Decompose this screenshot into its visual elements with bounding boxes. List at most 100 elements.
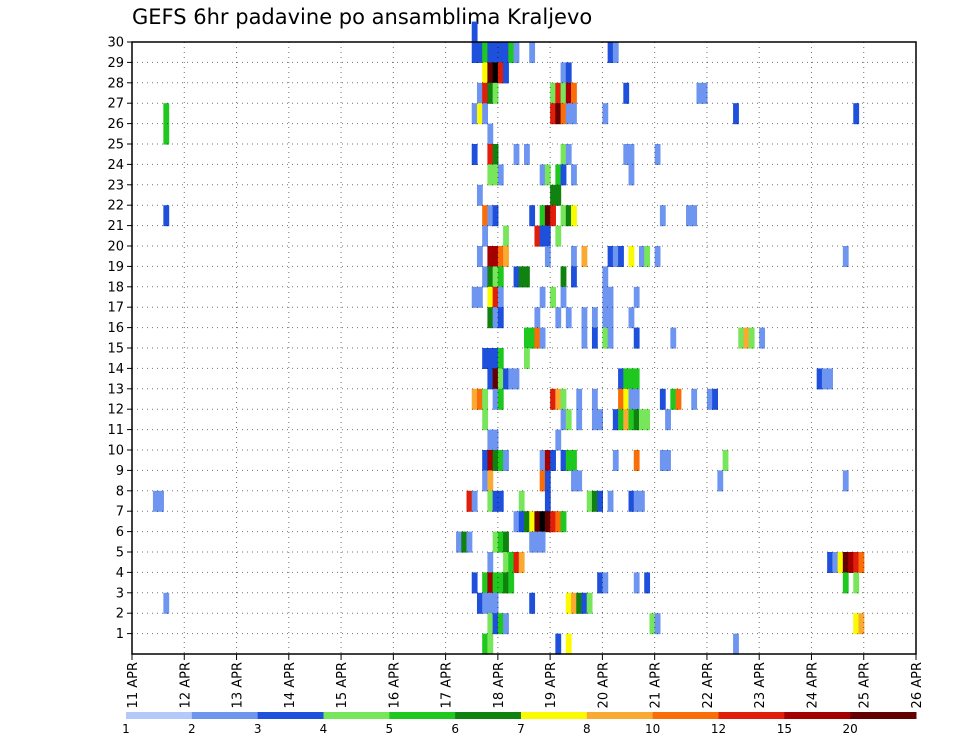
heatmap-cell (529, 205, 536, 227)
x-tick-label: 19 APR (544, 662, 559, 708)
heatmap-cell (503, 368, 509, 390)
heatmap-cell (482, 82, 489, 104)
heatmap-cell (607, 42, 614, 63)
heatmap-cell (623, 388, 630, 410)
x-tick-label: 15 APR (335, 662, 350, 708)
y-tick-label: 17 (107, 301, 124, 316)
heatmap-cell (555, 164, 562, 186)
heatmap-cell (560, 450, 567, 471)
y-tick-label: 18 (107, 280, 124, 295)
x-tick-label: 22 APR (701, 662, 716, 708)
heatmap-cell (628, 144, 635, 165)
heatmap-cell (550, 450, 556, 471)
heatmap-cell (623, 82, 630, 104)
heatmap-cell (529, 592, 536, 614)
heatmap-cell (560, 266, 567, 288)
heatmap-cell (471, 103, 478, 125)
heatmap-cell (466, 531, 473, 553)
heatmap-cell (163, 123, 170, 145)
heatmap-cell (508, 368, 515, 390)
heatmap-cell (612, 450, 619, 471)
heatmap-cell (638, 246, 645, 267)
heatmap-cell (618, 368, 624, 390)
heatmap-cell (628, 409, 635, 431)
heatmap-cell (471, 490, 478, 512)
heatmap-cell (497, 62, 504, 84)
heatmap-cell (560, 205, 567, 227)
heatmap-cell (633, 388, 640, 410)
heatmap-cell (476, 246, 483, 267)
heatmap-cell (482, 592, 489, 614)
heatmap-cell (759, 327, 766, 349)
heatmap-cell (492, 450, 499, 471)
heatmap-cell (581, 246, 588, 267)
heatmap-cell (544, 511, 551, 533)
heatmap-cell (691, 388, 698, 410)
heatmap-cell (513, 368, 520, 390)
heatmap-cell (607, 490, 614, 512)
y-tick-label: 29 (107, 56, 124, 71)
heatmap-cell (628, 388, 635, 410)
heatmap-cell (503, 613, 509, 635)
legend-label: 3 (254, 722, 262, 736)
heatmap-cell (497, 164, 504, 186)
heatmap-cell (612, 246, 619, 267)
heatmap-cell (597, 572, 603, 594)
heatmap-cell (539, 205, 546, 227)
x-tick-label: 12 APR (178, 662, 193, 708)
heatmap-cell (555, 511, 562, 533)
heatmap-cell (842, 470, 849, 492)
heatmap-cell (618, 388, 624, 410)
heatmap-cell (487, 429, 494, 451)
heatmap-cell (581, 327, 588, 349)
x-axis: 11 APR 12 APR 13 APR 14 APR 15 APR 16 APR 17 A… (126, 654, 925, 708)
legend-swatch (389, 712, 456, 719)
legend-label: 5 (386, 722, 394, 736)
heatmap-cell (492, 62, 499, 84)
heatmap-cell (581, 592, 588, 614)
heatmap-cell (492, 368, 499, 390)
x-tick-label: 18 APR (492, 662, 507, 708)
heatmap-cell (591, 409, 598, 431)
heatmap-cell (623, 144, 630, 165)
heatmap-cell (628, 246, 635, 267)
heatmap-cell (623, 368, 630, 390)
heatmap-cell (524, 266, 530, 288)
heatmap-cell (534, 511, 541, 533)
heatmap-cell (638, 490, 645, 512)
heatmap-cell (524, 348, 530, 369)
heatmap-cell (571, 266, 577, 288)
heatmap-cell (503, 42, 509, 63)
heatmap-cell (503, 225, 509, 247)
y-tick-label: 10 (107, 444, 124, 459)
heatmap-cell (602, 307, 609, 329)
chart-title: GEFS 6hr padavine po ansamblima Kraljevo (132, 5, 592, 29)
legend-swatch (126, 712, 193, 719)
heatmap-cell (612, 409, 619, 431)
heatmap-cell (518, 266, 525, 288)
heatmap-cell (492, 572, 499, 594)
heatmap-cell (853, 552, 860, 573)
heatmap-cell (571, 592, 577, 614)
legend-swatch (257, 712, 324, 719)
heatmap-cell (534, 531, 541, 553)
heatmap-cell (571, 470, 577, 492)
heatmap-cell (513, 42, 520, 63)
heatmap-cell (529, 327, 536, 349)
heatmap-cell (497, 307, 504, 329)
heatmap-cell (513, 552, 520, 573)
y-tick-label: 13 (107, 382, 124, 397)
heatmap-cell (696, 82, 703, 104)
heatmap-cell (487, 633, 494, 655)
heatmap-cell (827, 368, 833, 390)
heatmap-cell (602, 286, 609, 308)
heatmap-cell (513, 266, 520, 288)
heatmap-cell (163, 592, 170, 614)
y-tick-label: 25 (107, 138, 124, 153)
heatmap-cell (487, 123, 494, 145)
heatmap-cell (571, 164, 577, 186)
y-tick-label: 24 (107, 158, 124, 173)
heatmap-cell (152, 490, 159, 512)
heatmap-cell (534, 225, 541, 247)
legend-swatch (718, 712, 785, 719)
